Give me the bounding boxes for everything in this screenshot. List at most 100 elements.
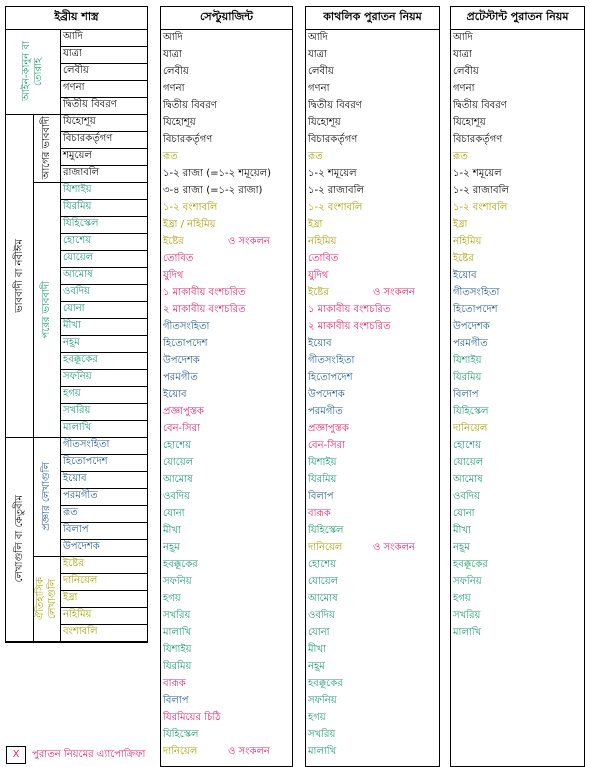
book: দানিয়েল bbox=[308, 542, 343, 553]
group-label-cell: প্রজ্ঞার লেখাগুলি bbox=[33, 437, 60, 557]
book-note: ও সংকলন bbox=[373, 542, 415, 553]
book: যাত্রা bbox=[163, 49, 182, 60]
book: পরমগীত bbox=[453, 338, 488, 349]
book: যিরমিয় bbox=[60, 199, 148, 217]
book: ১-২ রাজা (=১-২ শমূয়েল) bbox=[163, 168, 271, 179]
book: বিচারকর্তৃগণ bbox=[453, 134, 503, 145]
book: শমুয়েল bbox=[60, 148, 148, 166]
book: বিলাপ bbox=[60, 522, 148, 540]
group-label-cell: আইন-কানুন বা তোরাহ bbox=[5, 29, 60, 115]
book: মীখা bbox=[163, 525, 181, 536]
group-label-cell: পরের ভাববাদী bbox=[33, 182, 60, 438]
column-header: ইব্রীয় শাস্ত্র bbox=[5, 6, 148, 29]
group-label-cell: আগের ভাববাদী bbox=[33, 114, 60, 183]
book: যোয়েল bbox=[163, 457, 194, 468]
book: যিশাইয় bbox=[163, 644, 192, 655]
book: ১-২ বংশাবলি bbox=[163, 202, 218, 213]
book: যোনা bbox=[60, 301, 148, 319]
book: হিতোপদেশ bbox=[163, 338, 208, 349]
book: যিহোশূয় bbox=[163, 117, 196, 128]
book: যিহিস্কেল bbox=[60, 216, 148, 234]
book: যোনা bbox=[163, 508, 185, 519]
book: হবক্কূকের bbox=[308, 678, 343, 689]
book: নহূম bbox=[60, 335, 148, 353]
book: হোশেয় bbox=[60, 233, 148, 251]
book: ইয়োব bbox=[453, 270, 477, 281]
book: যিহোশূয় bbox=[60, 114, 148, 132]
book: ১-২ রাজাবলি bbox=[453, 185, 509, 196]
book: যিশাইয় bbox=[308, 457, 337, 468]
book: যোয়েল bbox=[308, 576, 339, 587]
book: ইষ্রা bbox=[453, 219, 468, 230]
book: দ্বিতীয় বিবরণ bbox=[163, 100, 217, 111]
book: প্রজ্ঞাপুস্তক bbox=[308, 423, 349, 434]
book: পরমগীত bbox=[60, 488, 148, 506]
book: সখরিয় bbox=[60, 403, 148, 421]
book: যিহিস্কেল bbox=[163, 729, 199, 740]
book: লেবীয় bbox=[60, 63, 148, 81]
book: বিলাপ bbox=[453, 389, 479, 400]
book: লেবীয় bbox=[453, 66, 479, 77]
book: বিচারকর্তৃগণ bbox=[163, 134, 213, 145]
book: ২ মাকাবীয় বংশচরিত bbox=[163, 304, 246, 315]
book: হবক্কূকের bbox=[453, 559, 488, 570]
column-header: কাথলিক পুরাতন নিয়ম bbox=[305, 6, 440, 29]
book: নহূম bbox=[453, 542, 470, 553]
book: নহূম bbox=[163, 542, 180, 553]
book: ওবদিয় bbox=[308, 610, 335, 621]
book: যিরমিয় bbox=[308, 474, 337, 485]
book-note: ও সংকলন bbox=[373, 287, 415, 298]
group-label-cell: লেখাগুলি বা কেতুবীম bbox=[5, 437, 33, 642]
book: সখরিয় bbox=[453, 610, 481, 621]
book: ১-২ রাজাবলি bbox=[308, 185, 364, 196]
book: হগয় bbox=[308, 712, 326, 723]
book: পরমগীত bbox=[308, 406, 343, 417]
book: বারূক bbox=[308, 508, 331, 519]
book: নহূম bbox=[308, 661, 325, 672]
book: আদি bbox=[453, 32, 473, 43]
book: যিশাইয় bbox=[453, 355, 482, 366]
book: আমোষ bbox=[308, 593, 338, 604]
book: ইয়োব bbox=[163, 389, 187, 400]
book: ইষ্রা bbox=[60, 590, 148, 608]
book: যিহোশূয় bbox=[453, 117, 486, 128]
book: মালাখি bbox=[163, 627, 192, 638]
book: নহিমিয় bbox=[60, 607, 148, 625]
book: হোশেয় bbox=[453, 440, 482, 451]
book: গীতসংহিতা bbox=[60, 437, 148, 455]
book: ২ মাকাবীয় বংশচরিত bbox=[308, 321, 391, 332]
book: ওবদিয় bbox=[453, 491, 480, 502]
book: দানিয়েল bbox=[163, 746, 198, 757]
book: বিচারকর্তৃগণ bbox=[308, 134, 358, 145]
group-label: ঐতিহাসিক লেখাগুলি bbox=[35, 576, 58, 621]
book: তোবিত bbox=[163, 253, 194, 264]
book: গীতসংহিতা bbox=[163, 321, 210, 332]
group-label: প্রজ্ঞার লেখাগুলি bbox=[41, 462, 52, 531]
book-note: ও সংকলন bbox=[228, 746, 270, 757]
book: আদি bbox=[163, 32, 183, 43]
book: উপদেশক bbox=[60, 539, 148, 557]
book: রূত bbox=[453, 151, 468, 162]
book: যুদিথ bbox=[163, 270, 184, 281]
book: ইষ্টের bbox=[60, 556, 148, 574]
book: ১ মাকাবীয় বংশচরিত bbox=[163, 287, 246, 298]
group-label-cell: ঐতিহাসিক লেখাগুলি bbox=[33, 556, 60, 642]
book: ১-২ বংশাবলি bbox=[308, 202, 363, 213]
book: দ্বিতীয় বিবরণ bbox=[60, 97, 148, 115]
book: ১-২ শমূয়েল bbox=[308, 168, 357, 179]
book: নহিমিয় bbox=[308, 236, 337, 247]
book: আদি bbox=[308, 32, 328, 43]
book: দানিয়েল bbox=[453, 423, 488, 434]
book: প্রজ্ঞাপুস্তক bbox=[163, 406, 204, 417]
book: যাত্রা bbox=[60, 46, 148, 64]
book: ইষ্টের bbox=[453, 253, 474, 264]
book: আমোষ bbox=[163, 474, 193, 485]
book: লেবীয় bbox=[308, 66, 334, 77]
book: দ্বিতীয় বিবরণ bbox=[308, 100, 362, 111]
legend-symbol: X bbox=[6, 746, 26, 764]
book: ওবদিয় bbox=[163, 491, 190, 502]
book: উপদেশক bbox=[308, 389, 345, 400]
book: মালাখি bbox=[453, 627, 482, 638]
book: যাত্রা bbox=[308, 49, 327, 60]
book: রূত bbox=[308, 151, 323, 162]
